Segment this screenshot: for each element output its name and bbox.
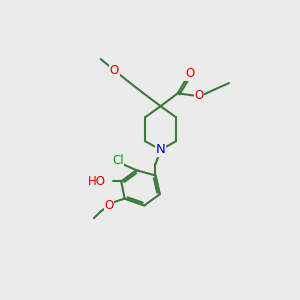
Text: Cl: Cl bbox=[112, 154, 124, 166]
Text: O: O bbox=[185, 67, 194, 80]
Text: N: N bbox=[156, 143, 166, 156]
Text: O: O bbox=[110, 64, 119, 77]
Text: O: O bbox=[194, 89, 204, 102]
Text: HO: HO bbox=[88, 175, 106, 188]
Text: O: O bbox=[105, 199, 114, 212]
